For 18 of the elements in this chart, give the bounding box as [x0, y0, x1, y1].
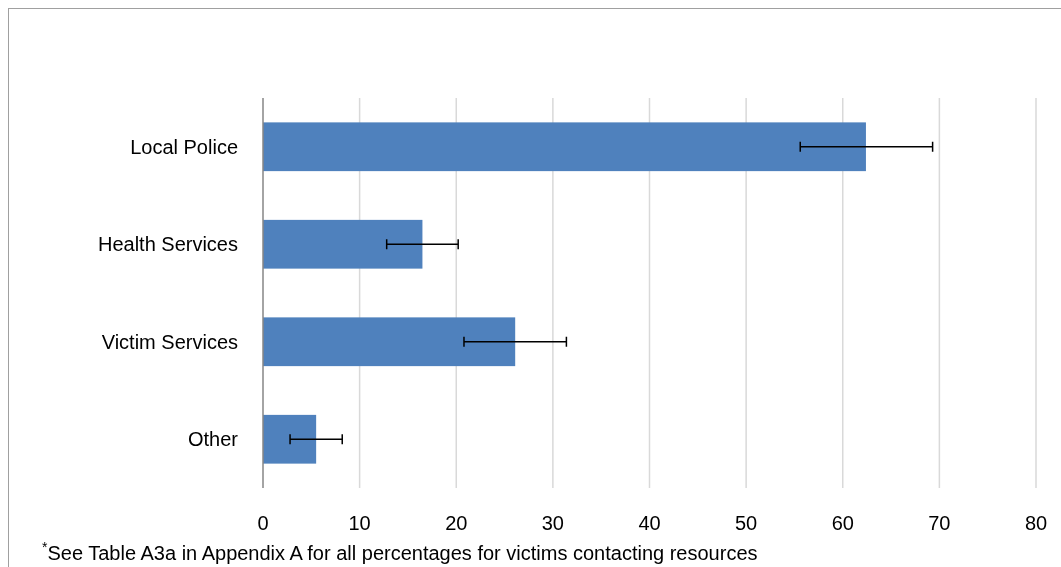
x-tick-label: 80 — [1024, 512, 1048, 534]
x-tick-label: 10 — [348, 512, 371, 534]
y-tick-label: Health Services — [97, 233, 238, 256]
bar — [263, 414, 317, 464]
x-tick-label: 20 — [445, 512, 468, 534]
x-tick-label: 0 — [257, 512, 269, 534]
x-tick-label: 30 — [541, 512, 564, 534]
y-tick-label: Victim Services — [101, 330, 238, 353]
x-tick-label: 40 — [638, 512, 661, 534]
x-tick-label: 50 — [735, 512, 758, 534]
y-tick-label: Other — [187, 428, 239, 451]
bar — [263, 122, 866, 172]
x-tick-label: 70 — [928, 512, 951, 534]
text: $^{*}$See Table A3a in Appendix A for all percentages for victims contacting resources — [42, 539, 758, 564]
bar — [263, 219, 423, 269]
x-tick-label: 60 — [831, 512, 854, 534]
y-tick-label: Local Police — [130, 135, 238, 158]
bar — [263, 317, 516, 367]
